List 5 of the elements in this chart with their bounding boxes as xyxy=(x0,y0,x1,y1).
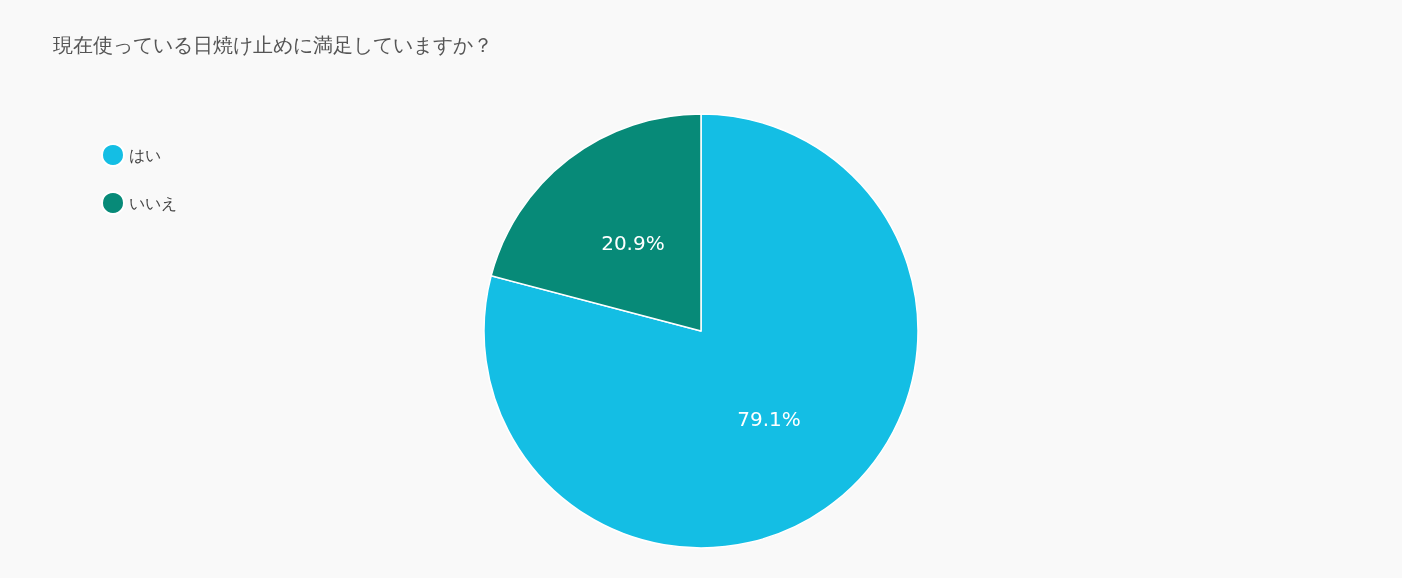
chart-title: 現在使っている日焼け止めに満足していますか？ xyxy=(53,33,493,57)
legend-label: いいえ xyxy=(129,193,177,213)
data-label: 79.1% xyxy=(737,407,801,432)
data-label: 20.9% xyxy=(601,230,665,255)
legend-label: はい xyxy=(129,145,161,165)
